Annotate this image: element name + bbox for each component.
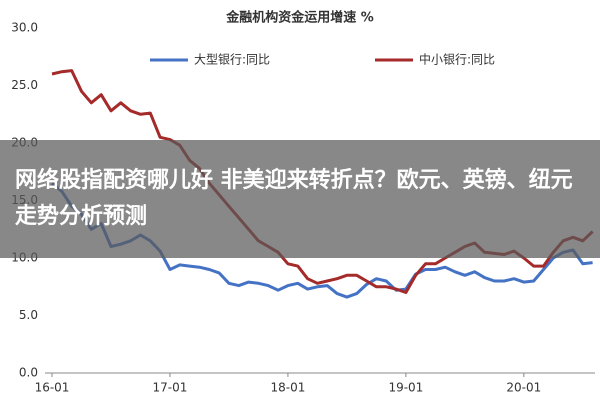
legend-label: 大型银行:同比 <box>194 53 270 67</box>
legend-label: 中小银行:同比 <box>419 52 495 67</box>
x-tick-label: 16-01 <box>35 381 70 395</box>
x-tick-label: 17-01 <box>153 381 188 395</box>
headline: 网络股指配资哪儿好 非美迎来转折点？欧元、英镑、纽元走势分析预测 <box>15 168 573 229</box>
x-tick-label: 19-01 <box>388 381 423 395</box>
chart-title: 金融机构资金运用增速 % <box>225 10 374 26</box>
y-tick-label: 0.0 <box>19 366 38 380</box>
x-tick-label: 20-01 <box>506 381 541 395</box>
x-tick-label: 18-01 <box>270 381 305 395</box>
y-tick-label: 25.0 <box>11 78 38 92</box>
headline-banner: 网络股指配资哪儿好 非美迎来转折点？欧元、英镑、纽元走势分析预测 <box>0 140 600 258</box>
y-tick-label: 5.0 <box>19 308 38 322</box>
y-tick-label: 30.0 <box>11 21 38 35</box>
